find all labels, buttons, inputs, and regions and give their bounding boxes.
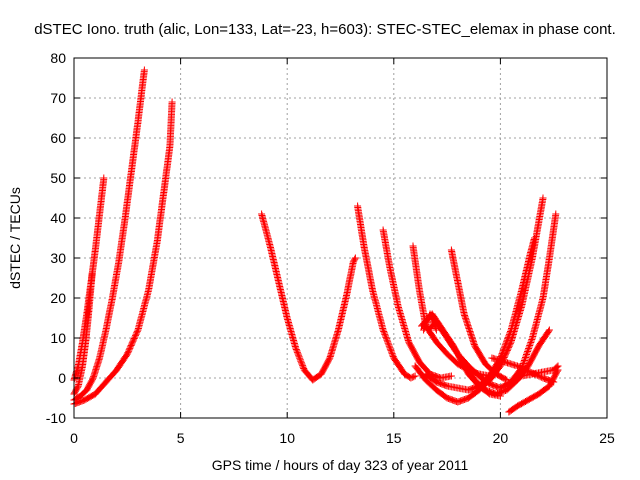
series-pass-5	[258, 210, 359, 384]
series-pass-15	[420, 310, 440, 334]
y-tick-label: 20	[50, 290, 66, 306]
x-tick-label: 0	[70, 430, 78, 446]
plot-frame	[73, 57, 608, 419]
x-tick-label: 10	[279, 430, 295, 446]
y-axis-title: dSTEC / TECUs	[7, 187, 23, 289]
data-point-markers	[379, 226, 455, 382]
x-axis-title: GPS time / hours of day 323 of year 2011	[212, 457, 469, 473]
x-tick-label: 20	[493, 430, 509, 446]
series-pass-18	[507, 362, 562, 386]
y-tick-label: 10	[50, 330, 66, 346]
data-point-markers	[354, 202, 419, 382]
data-point-markers	[258, 210, 359, 384]
data-point-markers	[505, 366, 562, 416]
data-point-markers	[422, 234, 538, 394]
grid	[74, 58, 607, 418]
y-tick-label: 0	[58, 370, 66, 386]
series-pass-6	[354, 202, 419, 382]
data-point-markers	[424, 318, 504, 400]
y-tick-label: 50	[50, 170, 66, 186]
series-pass-7	[379, 226, 455, 382]
series-pass-11	[422, 234, 538, 394]
x-tick-label: 5	[177, 430, 185, 446]
data-series	[70, 66, 562, 416]
x-tick-label: 15	[386, 430, 402, 446]
series-pass-14	[424, 318, 504, 400]
y-tick-label: 40	[50, 210, 66, 226]
x-tick-label: 25	[599, 430, 615, 446]
y-tick-label: 70	[50, 90, 66, 106]
axis-ticks	[73, 57, 608, 419]
data-point-markers	[420, 310, 440, 334]
y-tick-label: 30	[50, 250, 66, 266]
y-tick-label: -10	[46, 410, 66, 426]
series-pass-17	[505, 366, 562, 416]
chart-title: dSTEC Iono. truth (alic, Lon=133, Lat=-2…	[34, 21, 616, 38]
y-tick-label: 80	[50, 50, 66, 66]
data-point-markers	[507, 362, 562, 386]
y-tick-label: 60	[50, 130, 66, 146]
